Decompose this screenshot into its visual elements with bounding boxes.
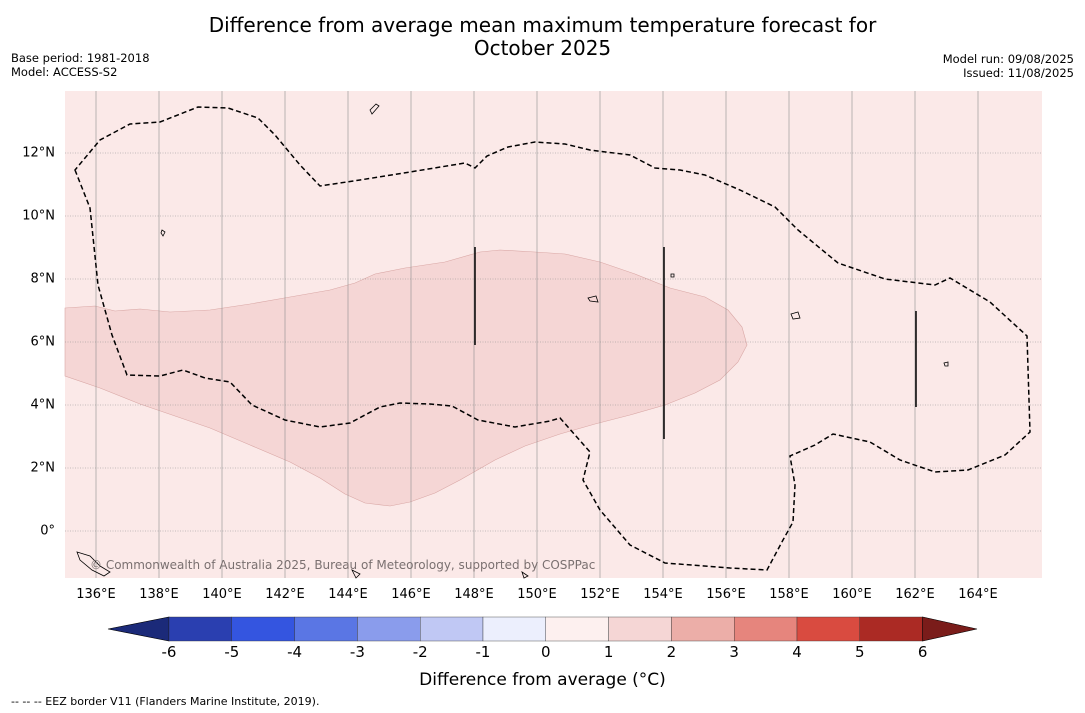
colorbar-tick-4: 4 (792, 643, 802, 661)
map-title: Difference from average mean maximum tem… (0, 14, 1085, 60)
island-bougainville (521, 571, 529, 579)
colorbar-extend-low (107, 616, 170, 642)
eez-footnote: -- -- -- EEZ border V11 (Flanders Marine… (11, 695, 320, 708)
model-name: Model: ACCESS-S2 (11, 65, 118, 79)
lon-label-146: 146°E (391, 587, 431, 602)
colorbar-bin-5-to-6 (859, 616, 923, 642)
colorbar-tick-5: 5 (855, 643, 865, 661)
island-yap (160, 229, 166, 237)
lat-label-2: 2°N (30, 460, 56, 476)
model-run: Model run: 09/08/2025 (942, 52, 1074, 66)
colorbar-tick--5: -5 (224, 643, 240, 661)
lat-label-10: 10°N (22, 208, 55, 224)
issued-date: Issued: 11/08/2025 (963, 66, 1074, 80)
lat-label-0: 0° (40, 523, 55, 539)
colorbar-bin-4-to-5 (796, 616, 860, 642)
colorbar-bin-3-to-4 (734, 616, 798, 642)
copyright-notice: © Commonwealth of Australia 2025, Bureau… (90, 558, 596, 572)
lon-label-138: 138°E (139, 587, 179, 602)
title-line-2: October 2025 (473, 36, 612, 60)
colorbar (107, 616, 978, 642)
lat-label-4: 4°N (30, 397, 56, 413)
lon-label-154: 154°E (643, 587, 683, 602)
lon-label-162: 162°E (895, 587, 935, 602)
colorbar-bin--2-to--1 (420, 616, 484, 642)
lat-label-12: 12°N (22, 145, 55, 161)
island-nauru (943, 361, 949, 367)
title-line-1: Difference from average mean maximum tem… (208, 13, 877, 37)
colorbar-tick-3: 3 (729, 643, 739, 661)
lon-label-152: 152°E (580, 587, 620, 602)
model-run-info: Model run: 09/08/2025 Issued: 11/08/2025 (943, 52, 1074, 80)
colorbar-label: Difference from average (°C) (419, 670, 666, 690)
colorbar-bin--1-to-0 (482, 616, 546, 642)
lon-label-144: 144°E (328, 587, 368, 602)
island-new-guinea (76, 551, 111, 577)
lon-label-160: 160°E (832, 587, 872, 602)
colorbar-tick--6: -6 (161, 643, 177, 661)
island-guam (369, 103, 380, 115)
colorbar-bin--6-to--5 (168, 616, 232, 642)
lon-label-140: 140°E (202, 587, 242, 602)
lon-label-142: 142°E (265, 587, 305, 602)
lat-label-6: 6°N (30, 334, 56, 350)
colorbar-bin--4-to--3 (294, 616, 358, 642)
eez-border-main (74, 106, 1031, 571)
lon-label-148: 148°E (454, 587, 494, 602)
lon-label-136: 136°E (76, 587, 116, 602)
colorbar-extend-high (922, 616, 978, 642)
colorbar-bin-1-to-2 (608, 616, 672, 642)
island-pohnpei (670, 273, 675, 278)
colorbar-bin--5-to--4 (231, 616, 295, 642)
lon-label-150: 150°E (517, 587, 557, 602)
lon-label-164: 164°E (958, 587, 998, 602)
colorbar-bin-2-to-3 (671, 616, 735, 642)
colorbar-tick-6: 6 (917, 643, 928, 661)
base-period: Base period: 1981-2018 (11, 51, 150, 65)
colorbar-tick--1: -1 (475, 643, 491, 661)
island-kosrae (790, 311, 801, 320)
island-chuuk (587, 295, 599, 303)
colorbar-bin-0-to-1 (545, 616, 609, 642)
graticule (65, 91, 1042, 578)
lat-label-8: 8°N (30, 271, 56, 287)
base-period-info: Base period: 1981-2018 Model: ACCESS-S2 (11, 51, 150, 79)
islands (76, 103, 949, 579)
colorbar-tick-0: 0 (541, 643, 551, 661)
colorbar-bin--3-to--2 (357, 616, 421, 642)
colorbar-tick--3: -3 (349, 643, 365, 661)
lon-label-156: 156°E (706, 587, 746, 602)
colorbar-tick-1: 1 (603, 643, 614, 661)
anomaly-region-1-2 (64, 249, 748, 507)
colorbar-tick--4: -4 (287, 643, 303, 661)
colorbar-tick--2: -2 (412, 643, 428, 661)
lon-label-158: 158°E (769, 587, 809, 602)
island-new-ireland (351, 569, 361, 579)
colorbar-tick-2: 2 (666, 643, 677, 661)
